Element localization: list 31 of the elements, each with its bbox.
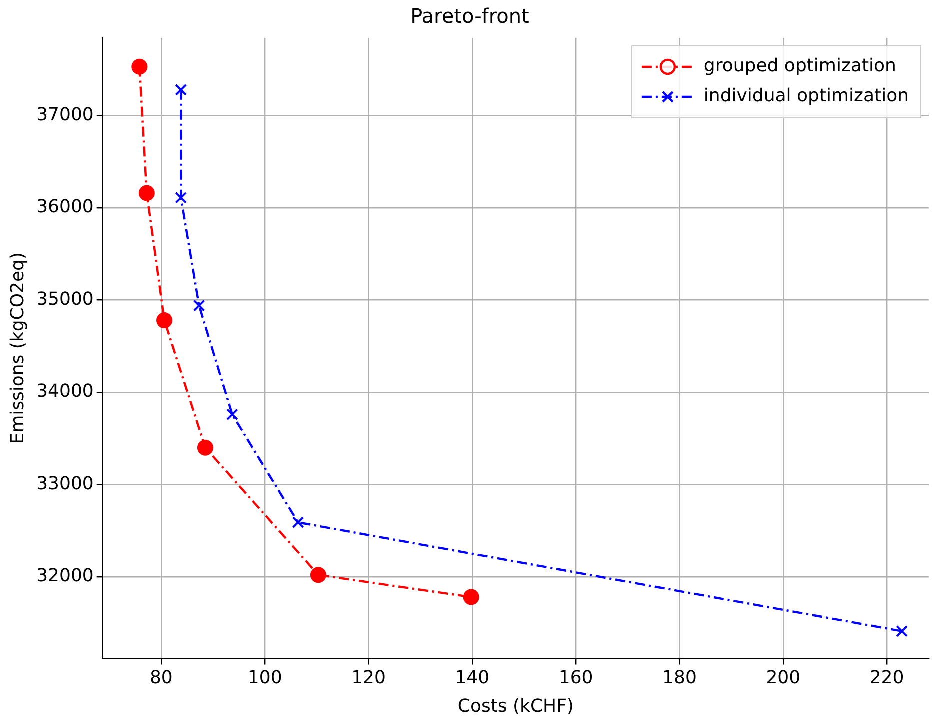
point xyxy=(132,58,148,75)
y-tick-label: 34000 xyxy=(36,381,94,402)
legend-label: individual optimization xyxy=(704,86,910,107)
x-tick-label: 180 xyxy=(662,667,697,688)
x-tick-label: 80 xyxy=(150,667,173,688)
x-axis-title: Costs (kCHF) xyxy=(458,696,574,717)
y-tick-label: 36000 xyxy=(36,196,94,218)
x-tick-label: 120 xyxy=(352,667,386,688)
legend-label: grouped optimization xyxy=(704,56,896,77)
point xyxy=(310,567,326,584)
x-tick-label: 140 xyxy=(455,667,490,688)
point xyxy=(226,408,238,421)
y-tick-label: 35000 xyxy=(36,288,94,310)
point xyxy=(463,589,480,606)
y-axis-title: Emissions (kgCO2eq) xyxy=(7,252,28,444)
x-tick-label: 200 xyxy=(766,667,801,688)
point xyxy=(175,84,188,96)
y-tick-label: 37000 xyxy=(36,104,94,126)
chart-title: Pareto-front xyxy=(410,4,530,28)
point xyxy=(292,516,304,529)
point xyxy=(197,440,214,456)
x-tick-label: 220 xyxy=(870,667,904,688)
y-tick-label: 32000 xyxy=(36,566,94,587)
point xyxy=(896,625,908,638)
point xyxy=(175,192,188,204)
x-tick-label: 100 xyxy=(248,667,282,688)
x-tick-label: 160 xyxy=(558,667,594,688)
y-tick-label: 33000 xyxy=(36,473,94,494)
point xyxy=(156,312,173,329)
point xyxy=(138,185,155,202)
point xyxy=(193,300,206,312)
